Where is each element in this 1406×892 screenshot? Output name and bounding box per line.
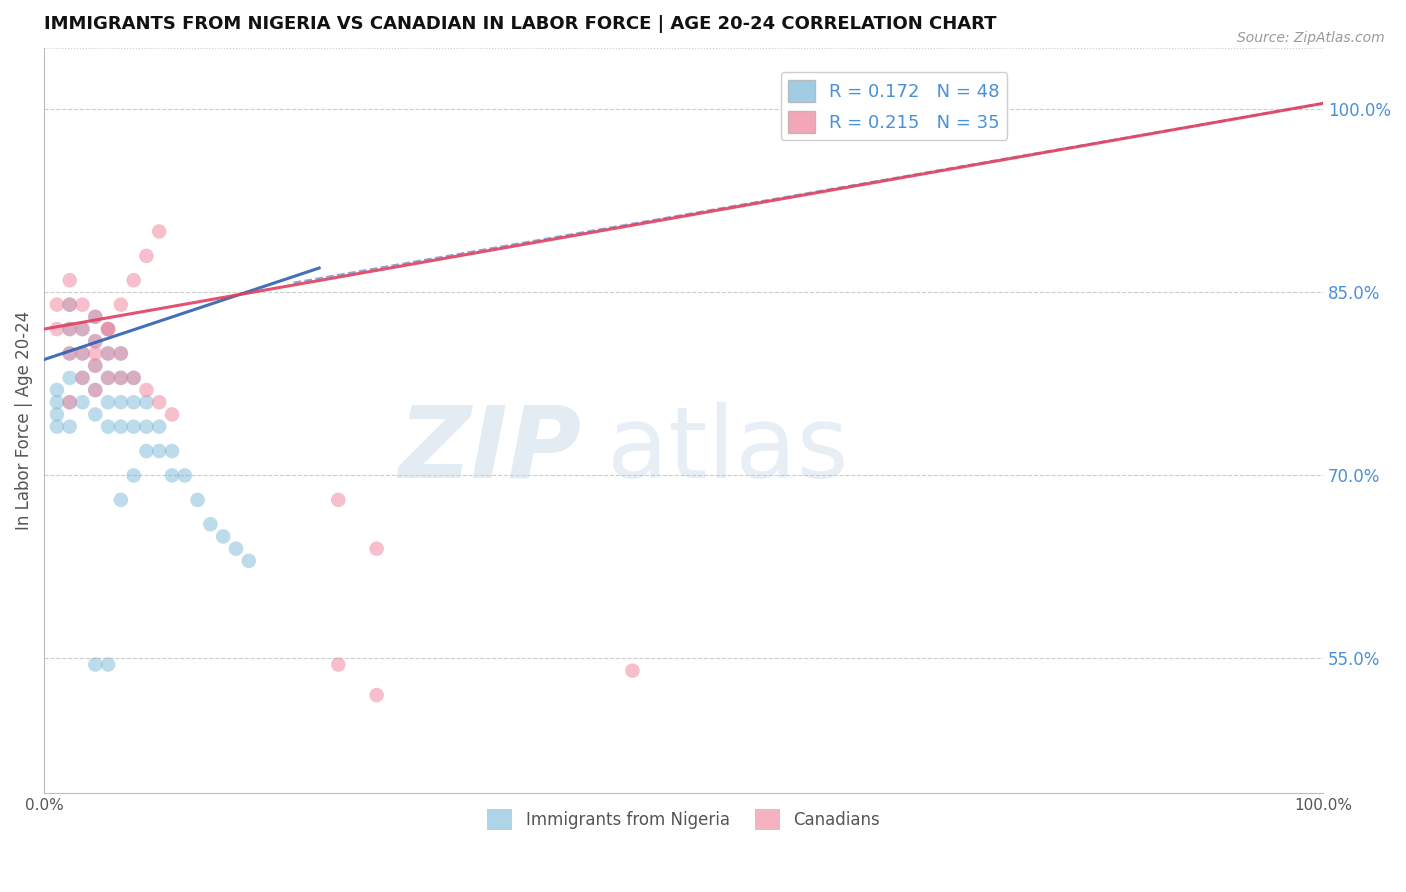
Point: [110, 395, 132, 409]
Point: [59, 395, 82, 409]
Point: [72, 371, 94, 385]
Point: [59, 322, 82, 336]
Point: [200, 517, 222, 532]
Point: [72, 346, 94, 360]
Point: [84, 408, 107, 422]
Point: [122, 371, 145, 385]
Point: [135, 419, 157, 434]
Point: [72, 371, 94, 385]
Point: [84, 657, 107, 672]
Point: [59, 346, 82, 360]
Point: [84, 346, 107, 360]
Point: [621, 664, 644, 678]
Point: [110, 346, 132, 360]
Point: [225, 541, 247, 556]
Point: [160, 468, 183, 483]
Point: [59, 419, 82, 434]
Point: [72, 298, 94, 312]
Point: [97, 322, 120, 336]
Point: [160, 444, 183, 458]
Point: [97, 322, 120, 336]
Point: [148, 395, 170, 409]
Point: [84, 334, 107, 349]
Point: [84, 383, 107, 397]
Point: [45, 322, 67, 336]
Point: [45, 298, 67, 312]
Point: [110, 371, 132, 385]
Point: [84, 334, 107, 349]
Point: [59, 346, 82, 360]
Point: [148, 419, 170, 434]
Point: [97, 346, 120, 360]
Legend: Immigrants from Nigeria, Canadians: Immigrants from Nigeria, Canadians: [481, 803, 887, 837]
Point: [59, 298, 82, 312]
Point: [122, 419, 145, 434]
Point: [97, 395, 120, 409]
Point: [72, 346, 94, 360]
Point: [110, 346, 132, 360]
Point: [135, 395, 157, 409]
Point: [59, 395, 82, 409]
Point: [187, 492, 209, 507]
Point: [84, 310, 107, 324]
Point: [122, 273, 145, 287]
Text: IMMIGRANTS FROM NIGERIA VS CANADIAN IN LABOR FORCE | AGE 20-24 CORRELATION CHART: IMMIGRANTS FROM NIGERIA VS CANADIAN IN L…: [44, 15, 997, 33]
Point: [110, 298, 132, 312]
Point: [366, 688, 388, 702]
Point: [97, 346, 120, 360]
Y-axis label: In Labor Force | Age 20-24: In Labor Force | Age 20-24: [15, 311, 32, 530]
Point: [160, 408, 183, 422]
Point: [45, 419, 67, 434]
Point: [84, 383, 107, 397]
Point: [148, 224, 170, 238]
Point: [59, 273, 82, 287]
Point: [122, 468, 145, 483]
Point: [97, 657, 120, 672]
Point: [173, 468, 195, 483]
Point: [148, 444, 170, 458]
Point: [45, 383, 67, 397]
Text: ZIP: ZIP: [398, 401, 581, 499]
Text: Source: ZipAtlas.com: Source: ZipAtlas.com: [1237, 31, 1385, 45]
Point: [122, 395, 145, 409]
Point: [212, 529, 235, 543]
Point: [110, 492, 132, 507]
Point: [97, 322, 120, 336]
Point: [238, 554, 260, 568]
Point: [110, 419, 132, 434]
Point: [122, 371, 145, 385]
Point: [110, 371, 132, 385]
Point: [84, 310, 107, 324]
Text: atlas: atlas: [607, 401, 848, 499]
Point: [72, 322, 94, 336]
Point: [84, 359, 107, 373]
Point: [72, 322, 94, 336]
Point: [59, 298, 82, 312]
Point: [84, 359, 107, 373]
Point: [45, 408, 67, 422]
Point: [135, 249, 157, 263]
Point: [328, 492, 350, 507]
Point: [135, 383, 157, 397]
Point: [97, 371, 120, 385]
Point: [328, 657, 350, 672]
Point: [97, 371, 120, 385]
Point: [59, 322, 82, 336]
Point: [97, 419, 120, 434]
Point: [135, 444, 157, 458]
Point: [59, 371, 82, 385]
Point: [45, 395, 67, 409]
Point: [72, 395, 94, 409]
Point: [366, 541, 388, 556]
